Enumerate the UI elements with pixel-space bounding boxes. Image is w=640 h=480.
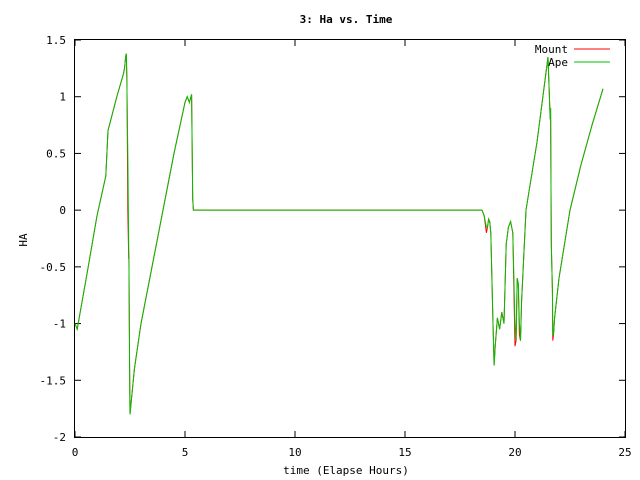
y-tick-label: -1.5 [40, 374, 67, 387]
y-tick-label: -1 [53, 318, 66, 331]
tick-layer: 0 5 10 15 20 25 -2 -1.5 -1 -0.5 0 0.5 1 1.5 [40, 34, 632, 459]
y-tick-label: 1.5 [46, 34, 66, 47]
y-tick-label: -0.5 [40, 261, 67, 274]
y-axis-label: HA [17, 233, 30, 247]
x-tick-label: 25 [618, 446, 631, 459]
y-tick-label: 1 [59, 91, 66, 104]
legend-label-ape: Ape [548, 56, 568, 69]
y-tick-label: 0 [59, 204, 66, 217]
x-tick-label: 15 [398, 446, 411, 459]
legend-label-mount: Mount [535, 43, 568, 56]
x-tick-label: 0 [72, 446, 79, 459]
series-layer [74, 53, 604, 415]
series-line-ape [74, 53, 604, 415]
legend: Mount Ape [535, 43, 610, 69]
x-tick-label: 20 [508, 446, 521, 459]
plot-frame [74, 39, 626, 438]
chart-title: 3: Ha vs. Time [300, 13, 393, 26]
x-axis-label: time (Elapse Hours) [283, 464, 409, 477]
x-tick-label: 5 [182, 446, 189, 459]
y-tick-label: -2 [53, 431, 66, 444]
x-tick-label: 10 [288, 446, 301, 459]
y-tick-label: 0.5 [46, 147, 66, 160]
